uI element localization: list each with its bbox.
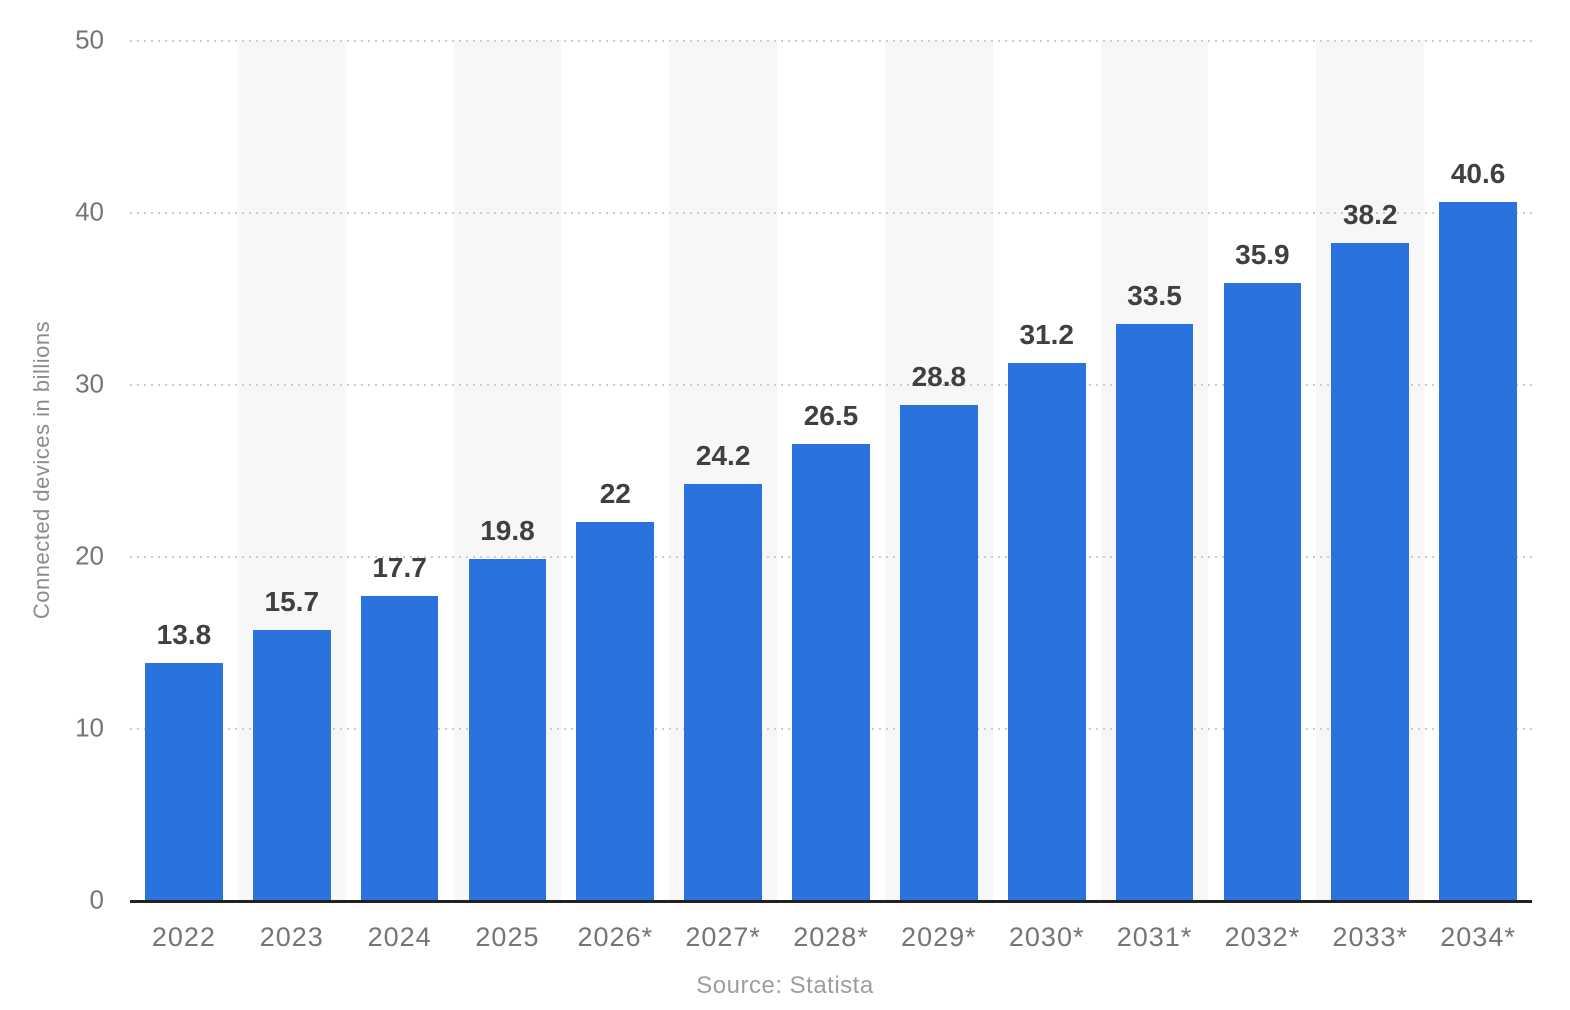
y-tick-label: 20	[75, 540, 104, 571]
y-tick-label: 50	[75, 24, 104, 55]
x-tick-label: 2028*	[793, 922, 869, 952]
bar-value-label: 33.5	[1127, 279, 1182, 311]
x-tick-label: 2034*	[1440, 922, 1516, 952]
y-tick-label: 0	[89, 884, 104, 915]
x-tick-label: 2023	[259, 922, 324, 952]
bar[interactable]	[1115, 323, 1194, 900]
bar-value-label: 19.8	[480, 515, 535, 547]
bar[interactable]	[1439, 201, 1517, 900]
y-tick-label: 30	[75, 368, 104, 399]
bar-value-label: 40.6	[1450, 157, 1506, 189]
x-tick-label: 2027*	[685, 922, 761, 952]
x-tick-label: 2033*	[1332, 922, 1408, 952]
bar-value-label: 31.2	[1019, 319, 1074, 351]
bar-value-label: 38.2	[1342, 198, 1398, 230]
x-tick-label: 2026*	[577, 922, 654, 952]
bar[interactable]	[792, 444, 870, 900]
bar-value-label: 13.8	[156, 618, 212, 650]
gridline	[130, 212, 1532, 214]
x-axis-labels: 2022 2023 2024 2025 2026* 2027* 2028* 2029* 2030…	[130, 922, 1532, 964]
source-text: Source: Statista	[696, 972, 874, 999]
bar[interactable]	[576, 521, 655, 900]
bar[interactable]	[360, 595, 439, 900]
bar-value-label: 15.7	[264, 585, 320, 617]
x-tick-label: 2029*	[901, 922, 977, 952]
x-tick-label: 2024	[367, 922, 432, 952]
bar[interactable]	[1223, 282, 1302, 900]
x-tick-label: 2032*	[1224, 922, 1301, 952]
bar[interactable]	[1007, 363, 1086, 900]
bar-value-label: 22	[599, 477, 631, 509]
bar-value-label: 26.5	[803, 400, 859, 432]
bar[interactable]	[252, 629, 331, 900]
bar-value-label: 35.9	[1235, 238, 1290, 270]
x-tick-label: 2025	[475, 922, 540, 952]
y-tick-label: 40	[75, 196, 104, 227]
bar[interactable]	[684, 483, 762, 900]
bar-value-label: 17.7	[372, 551, 427, 583]
y-axis-ticks: 0 10 20 30 40 50	[0, 25, 104, 915]
gridline	[130, 40, 1532, 42]
bar[interactable]	[468, 559, 547, 900]
bar[interactable]	[1331, 242, 1410, 900]
plot-area: 13.8 15.7 17.7 19.8 22 24.2 26.5 28.8 31.2 33.5 35…	[130, 40, 1532, 903]
bar-value-label: 28.8	[911, 360, 967, 392]
y-tick-label: 10	[75, 712, 104, 743]
gridline	[130, 384, 1532, 386]
x-tick-label: 2030*	[1008, 922, 1085, 952]
x-tick-label: 2022	[151, 922, 216, 952]
x-tick-label: 2031*	[1116, 922, 1193, 952]
bar-value-label: 24.2	[695, 439, 751, 471]
bar[interactable]	[145, 662, 223, 900]
bar[interactable]	[900, 404, 978, 900]
